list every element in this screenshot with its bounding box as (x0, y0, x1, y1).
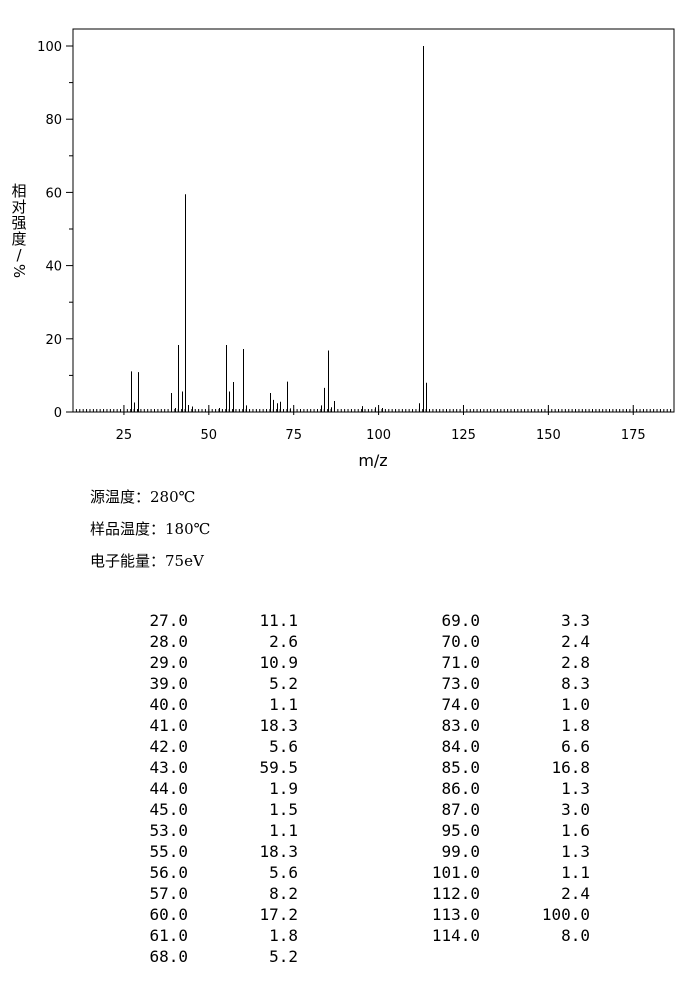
y-axis-label-char: 强 (11, 214, 27, 232)
x-axis-label: m/z (358, 451, 387, 470)
x-tick-label: 100 (366, 428, 391, 443)
y-axis-label-char: 度 (11, 230, 27, 248)
x-tick-label: 125 (451, 428, 476, 443)
peak-intensity: 16.8 (551, 758, 590, 777)
peak-intensity: 1.1 (269, 821, 298, 840)
peak-mz: 74.0 (441, 695, 480, 714)
y-axis-label-char: % (10, 263, 28, 279)
y-tick-label: 20 (45, 333, 62, 348)
peak-mz: 41.0 (149, 716, 188, 735)
peak-intensity: 6.6 (561, 737, 590, 756)
peak-mz: 29.0 (149, 653, 188, 672)
peak-mz: 69.0 (441, 611, 480, 630)
y-tick-label: 40 (45, 260, 62, 275)
peak-mz: 68.0 (149, 947, 188, 966)
peak-intensity: 1.5 (269, 800, 298, 819)
peak-mz: 95.0 (441, 821, 480, 840)
y-axis-label: 相对强度 /% (8, 183, 30, 279)
peak-intensity: 1.1 (561, 863, 590, 882)
peak-intensity: 5.2 (269, 947, 298, 966)
peak-mz: 87.0 (441, 800, 480, 819)
x-axis: 25 50 75 100 125 150 175 (116, 405, 646, 443)
peak-mz: 56.0 (149, 863, 188, 882)
peak-mz: 55.0 (149, 842, 188, 861)
peak-mz: 61.0 (149, 926, 188, 945)
peak-intensity: 1.3 (561, 779, 590, 798)
peak-bars (131, 46, 427, 412)
y-axis: 0 20 40 60 80 100 (37, 40, 73, 421)
source-temperature: 源温度：280℃ (90, 488, 196, 506)
electron-energy: 电子能量：75eV (90, 552, 204, 570)
peak-intensity: 10.9 (259, 653, 298, 672)
y-axis-label-char: 对 (11, 198, 27, 216)
x-tick-label: 75 (285, 428, 302, 443)
x-tick-label: 150 (536, 428, 561, 443)
acquisition-conditions: 源温度：280℃ 样品温度：180℃ 电子能量：75eV (90, 486, 210, 582)
peak-intensity: 1.0 (561, 695, 590, 714)
y-tick-label: 60 (45, 186, 62, 201)
peak-mz: 57.0 (149, 884, 188, 903)
peak-mz: 60.0 (149, 905, 188, 924)
x-tick-label: 175 (621, 428, 646, 443)
peak-mz: 40.0 (149, 695, 188, 714)
y-axis-label-char: / (16, 246, 22, 264)
peak-mz: 86.0 (441, 779, 480, 798)
peak-mz: 71.0 (441, 653, 480, 672)
peak-intensity: 1.3 (561, 842, 590, 861)
sample-temperature: 样品温度：180℃ (90, 520, 211, 538)
peak-intensity: 3.3 (561, 611, 590, 630)
peak-intensity: 1.9 (269, 779, 298, 798)
y-tick-label: 0 (54, 406, 62, 421)
y-tick-label: 80 (45, 113, 62, 128)
peak-intensity: 5.6 (269, 863, 298, 882)
peak-intensity: 2.8 (561, 653, 590, 672)
peak-intensity: 1.1 (269, 695, 298, 714)
peak-mz: 114.0 (431, 926, 480, 945)
peak-intensity: 8.0 (561, 926, 590, 945)
peak-intensity: 17.2 (259, 905, 298, 924)
peak-intensity: 18.3 (259, 716, 298, 735)
peak-mz: 28.0 (149, 632, 188, 651)
peak-intensity: 18.3 (259, 842, 298, 861)
peak-intensity: 1.8 (561, 716, 590, 735)
peak-mz: 45.0 (149, 800, 188, 819)
peak-intensity: 5.6 (269, 737, 298, 756)
peak-intensity: 8.3 (561, 674, 590, 693)
peak-intensity: 11.1 (259, 611, 298, 630)
peak-mz: 43.0 (149, 758, 188, 777)
peak-intensity: 3.0 (561, 800, 590, 819)
peak-intensity: 8.2 (269, 884, 298, 903)
y-axis-label-char: 相 (11, 182, 27, 200)
peak-intensity: 100.0 (541, 905, 590, 924)
x-minor-ticks (75, 409, 672, 412)
peak-mz: 53.0 (149, 821, 188, 840)
peak-intensity: 5.2 (269, 674, 298, 693)
peak-intensity: 1.6 (561, 821, 590, 840)
peak-mz: 44.0 (149, 779, 188, 798)
peak-intensity: 1.8 (269, 926, 298, 945)
x-tick-label: 50 (201, 428, 218, 443)
peak-mz: 112.0 (431, 884, 480, 903)
peak-mz: 84.0 (441, 737, 480, 756)
peak-mz: 99.0 (441, 842, 480, 861)
peak-mz: 39.0 (149, 674, 188, 693)
peak-mz: 113.0 (431, 905, 480, 924)
mass-spectrum-chart: 0 20 40 60 80 100 25 50 75 100 125 150 175 m/z (37, 28, 675, 470)
peak-mz: 73.0 (441, 674, 480, 693)
plot-frame (72, 28, 675, 413)
peak-mz: 85.0 (441, 758, 480, 777)
peak-intensity: 2.6 (269, 632, 298, 651)
peak-mz: 70.0 (441, 632, 480, 651)
y-tick-label: 100 (37, 40, 62, 55)
peak-intensity: 2.4 (561, 884, 590, 903)
peak-mz: 27.0 (149, 611, 188, 630)
x-tick-label: 25 (116, 428, 133, 443)
peak-intensity: 2.4 (561, 632, 590, 651)
peak-mz: 101.0 (431, 863, 480, 882)
peak-mz: 83.0 (441, 716, 480, 735)
peak-intensity: 59.5 (259, 758, 298, 777)
peak-mz: 42.0 (149, 737, 188, 756)
